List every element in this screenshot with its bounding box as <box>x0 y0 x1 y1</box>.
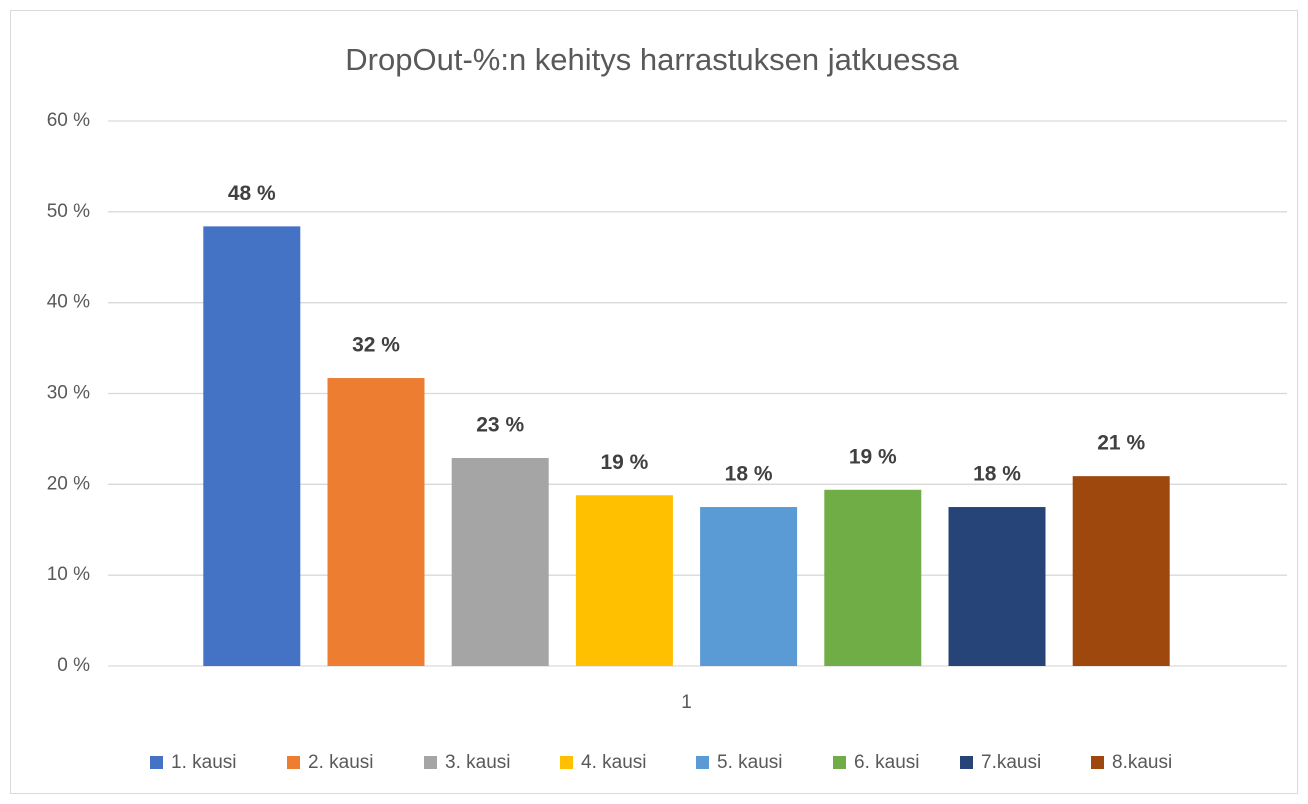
y-tick-label: 50 % <box>47 201 90 222</box>
y-tick-label: 10 % <box>47 564 90 585</box>
bar <box>1072 476 1170 666</box>
legend-swatch <box>696 756 709 769</box>
bar <box>327 378 425 666</box>
legend-swatch <box>1091 756 1104 769</box>
data-label: 19 % <box>600 451 648 474</box>
data-label: 21 % <box>1097 432 1145 455</box>
legend-label: 2. kausi <box>308 752 373 773</box>
bar <box>575 495 673 666</box>
y-tick-label: 20 % <box>47 473 90 494</box>
legend-swatch <box>560 756 573 769</box>
legend-label: 7.kausi <box>981 752 1041 773</box>
bar <box>203 226 301 666</box>
x-tick-label: 1 <box>681 692 692 713</box>
data-label: 19 % <box>849 445 897 468</box>
bar <box>948 507 1046 666</box>
y-tick-label: 60 % <box>47 110 90 131</box>
legend-label: 1. kausi <box>171 752 236 773</box>
y-tick-label: 30 % <box>47 383 90 404</box>
legend-label: 4. kausi <box>581 752 646 773</box>
data-label: 48 % <box>228 182 276 205</box>
data-label: 32 % <box>352 334 400 357</box>
legend-label: 6. kausi <box>854 752 919 773</box>
data-label: 18 % <box>725 463 773 486</box>
legend-label: 3. kausi <box>445 752 510 773</box>
legend-label: 5. kausi <box>717 752 782 773</box>
chart-title: DropOut-%:n kehitys harrastuksen jatkues… <box>345 42 959 77</box>
y-tick-label: 0 % <box>57 655 90 676</box>
bar <box>451 457 549 666</box>
data-label: 23 % <box>476 414 524 437</box>
data-label: 18 % <box>973 463 1021 486</box>
y-tick-label: 40 % <box>47 292 90 313</box>
legend-label: 8.kausi <box>1112 752 1172 773</box>
legend-swatch <box>960 756 973 769</box>
bar <box>824 489 922 666</box>
legend-swatch <box>150 756 163 769</box>
legend-swatch <box>424 756 437 769</box>
legend-swatch <box>287 756 300 769</box>
bar <box>700 507 798 666</box>
legend-swatch <box>833 756 846 769</box>
